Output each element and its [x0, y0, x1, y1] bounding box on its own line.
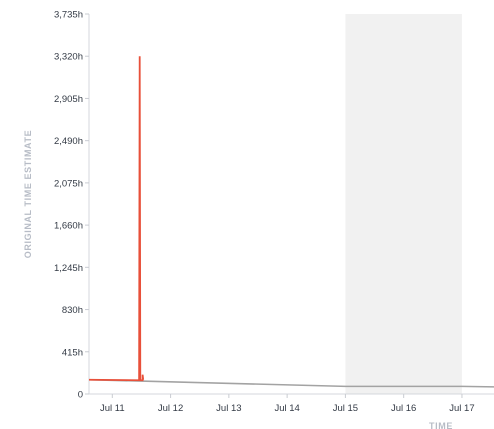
- x-tick-label: Jul 11: [100, 403, 125, 414]
- x-tick-label: Jul 16: [391, 403, 416, 414]
- y-axis-ticks: 0 415h 830h 1,245h 1,660h 2,075h 2,490h 2,905h 3…: [54, 10, 89, 401]
- x-axis-ticks: Jul 11 Jul 12 Jul 13 Jul 14 Jul 15 Jul 16 Jul …: [100, 394, 475, 414]
- y-tick-label: 2,905h: [54, 94, 83, 105]
- series-line: [88, 56, 145, 382]
- y-tick-label: 830h: [62, 305, 83, 316]
- y-axis-title: ORIGINAL TIME ESTIMATE: [23, 130, 33, 258]
- weekend-highlight-band: [345, 14, 462, 394]
- x-tick-label: Jul 17: [449, 403, 474, 414]
- x-tick-label: Jul 13: [216, 403, 241, 414]
- y-tick-label: 2,490h: [54, 136, 83, 147]
- x-tick-label: Jul 14: [274, 403, 299, 414]
- y-tick-label: 0: [78, 390, 83, 401]
- guideline-series-line: [88, 378, 494, 388]
- y-tick-label: 2,075h: [54, 178, 83, 189]
- y-tick-label: 415h: [62, 347, 83, 358]
- y-tick-label: 3,735h: [54, 10, 83, 21]
- y-tick-label: 1,245h: [54, 263, 83, 274]
- series-layer: [88, 56, 145, 382]
- y-tick-label: 1,660h: [54, 221, 83, 232]
- y-tick-label: 3,320h: [54, 52, 83, 63]
- x-tick-label: Jul 12: [158, 403, 183, 414]
- x-axis-title: TIME: [429, 421, 453, 429]
- x-tick-label: Jul 15: [333, 403, 358, 414]
